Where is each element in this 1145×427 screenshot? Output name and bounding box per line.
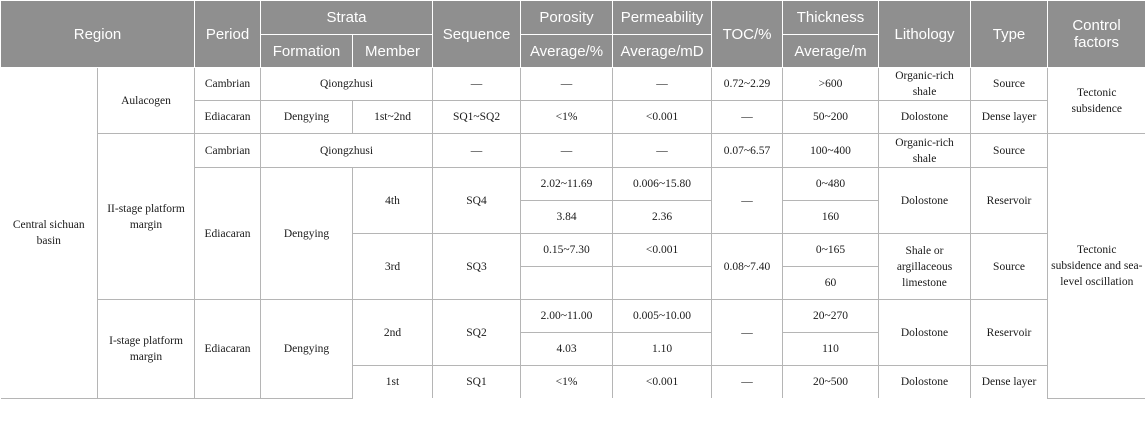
header-type: Type xyxy=(970,0,1049,68)
permeability-cell: — xyxy=(612,133,713,168)
formation-member-cell: Qiongzhusi xyxy=(260,133,434,168)
header-lithology: Lithology xyxy=(878,0,972,68)
permeability-average-cell: 2.36 xyxy=(612,200,713,234)
member-cell: 3rd xyxy=(352,233,434,300)
thickness-range-cell: 0~165 xyxy=(782,233,880,267)
type-cell: Reservoir xyxy=(970,299,1049,366)
type-cell: Dense layer xyxy=(970,100,1049,134)
sequence-cell: SQ1~SQ2 xyxy=(432,100,522,134)
lithology-cell: Dolostone xyxy=(878,365,972,398)
porosity-average-cell xyxy=(520,266,614,300)
permeability-range-cell: <0.001 xyxy=(612,233,713,267)
thickness-average-cell: 160 xyxy=(782,200,880,234)
period-cell: Cambrian xyxy=(194,67,262,101)
formation-cell: Dengying xyxy=(260,167,354,300)
type-cell: Reservoir xyxy=(970,167,1049,234)
sequence-cell: SQ3 xyxy=(432,233,522,300)
toc-cell: 0.07~6.57 xyxy=(711,133,784,168)
header-thickness: Thickness xyxy=(782,0,880,35)
header-porosity-unit: Average/% xyxy=(520,34,614,68)
permeability-cell: <0.001 xyxy=(612,365,713,398)
header-permeability: Permeability xyxy=(612,0,713,35)
subregion-i-stage-platform-margin: I-stage platform margin xyxy=(96,299,196,399)
header-member: Member xyxy=(352,34,434,68)
member-cell: 2nd xyxy=(352,299,434,366)
thickness-cell: 20~500 xyxy=(782,365,880,398)
subregion-ii-stage-platform-margin: II-stage platform margin xyxy=(96,133,196,300)
region-basin-cell: Central sichuan basin xyxy=(0,67,98,399)
thickness-range-cell: 20~270 xyxy=(782,299,880,333)
permeability-cell: — xyxy=(612,67,713,101)
period-cell: Cambrian xyxy=(194,133,262,168)
lithology-cell: Organic-rich shale xyxy=(878,133,972,168)
porosity-range-cell: 2.02~11.69 xyxy=(520,167,614,201)
control-factors-cell: Tectonic subsidence xyxy=(1047,67,1145,134)
porosity-range-cell: 0.15~7.30 xyxy=(520,233,614,267)
toc-cell: — xyxy=(711,100,784,134)
thickness-average-cell: 60 xyxy=(782,266,880,300)
lithology-cell: Dolostone xyxy=(878,100,972,134)
member-cell: 1st~2nd xyxy=(352,100,434,134)
thickness-cell: 50~200 xyxy=(782,100,880,134)
sequence-cell: — xyxy=(432,67,522,101)
control-factors-cell: Tectonic subsidence and sea-level oscill… xyxy=(1047,133,1145,399)
porosity-cell: — xyxy=(520,133,614,168)
toc-cell: 0.72~2.29 xyxy=(711,67,784,101)
toc-cell: — xyxy=(711,299,784,366)
formation-member-cell: Qiongzhusi xyxy=(260,67,434,101)
porosity-average-cell: 4.03 xyxy=(520,332,614,366)
header-porosity: Porosity xyxy=(520,0,614,35)
header-permeability-unit: Average/mD xyxy=(612,34,713,68)
porosity-cell: <1% xyxy=(520,365,614,398)
permeability-cell: <0.001 xyxy=(612,100,713,134)
header-formation: Formation xyxy=(260,34,354,68)
porosity-average-cell: 3.84 xyxy=(520,200,614,234)
thickness-range-cell: 0~480 xyxy=(782,167,880,201)
header-strata: Strata xyxy=(260,0,434,35)
formation-cell: Dengying xyxy=(260,299,354,399)
type-cell: Source xyxy=(970,233,1049,300)
header-region: Region xyxy=(0,0,196,68)
lithology-cell: Dolostone xyxy=(878,299,972,366)
thickness-cell: >600 xyxy=(782,67,880,101)
sequence-cell: SQ1 xyxy=(432,365,522,398)
porosity-cell: — xyxy=(520,67,614,101)
sequence-cell: — xyxy=(432,133,522,168)
porosity-cell: <1% xyxy=(520,100,614,134)
period-cell: Ediacaran xyxy=(194,100,262,134)
header-sequence: Sequence xyxy=(432,0,522,68)
header-control-factors: Control factors xyxy=(1047,0,1145,68)
lithology-cell: Shale or argillaceous limestone xyxy=(878,233,972,300)
type-cell: Dense layer xyxy=(970,365,1049,398)
lithology-cell: Organic-rich shale xyxy=(878,67,972,101)
sequence-cell: SQ2 xyxy=(432,299,522,366)
header-toc: TOC/% xyxy=(711,0,784,68)
permeability-range-cell: 0.005~10.00 xyxy=(612,299,713,333)
permeability-average-cell xyxy=(612,266,713,300)
type-cell: Source xyxy=(970,67,1049,101)
header-period: Period xyxy=(194,0,262,68)
type-cell: Source xyxy=(970,133,1049,168)
sequence-cell: SQ4 xyxy=(432,167,522,234)
formation-cell: Dengying xyxy=(260,100,354,134)
member-cell: 4th xyxy=(352,167,434,234)
toc-cell: 0.08~7.40 xyxy=(711,233,784,300)
permeability-range-cell: 0.006~15.80 xyxy=(612,167,713,201)
porosity-range-cell: 2.00~11.00 xyxy=(520,299,614,333)
permeability-average-cell: 1.10 xyxy=(612,332,713,366)
period-cell: Ediacaran xyxy=(194,299,262,399)
toc-cell: — xyxy=(711,365,784,398)
header-thickness-unit: Average/m xyxy=(782,34,880,68)
toc-cell: — xyxy=(711,167,784,234)
thickness-cell: 100~400 xyxy=(782,133,880,168)
period-cell: Ediacaran xyxy=(194,167,262,300)
subregion-aulacogen: Aulacogen xyxy=(96,67,196,134)
lithology-cell: Dolostone xyxy=(878,167,972,234)
member-cell: 1st xyxy=(352,365,434,398)
thickness-average-cell: 110 xyxy=(782,332,880,366)
strata-properties-table: Region Period Strata Sequence Porosity P… xyxy=(0,0,1145,399)
